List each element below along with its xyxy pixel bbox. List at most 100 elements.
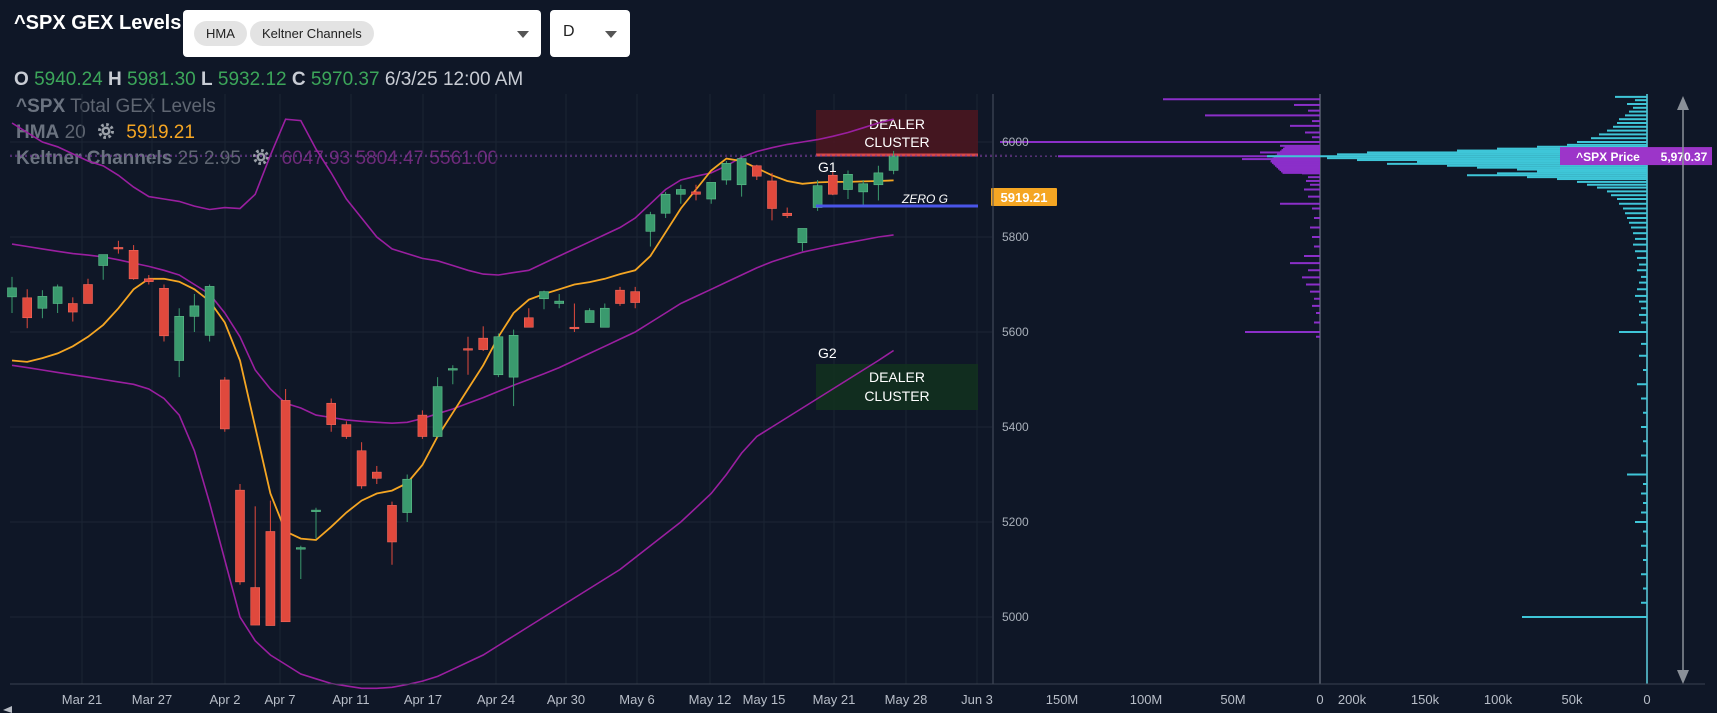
gex-bar xyxy=(1163,98,1320,101)
volume-bar xyxy=(1641,544,1647,547)
gex-x-tick-label: 150M xyxy=(1046,692,1079,707)
volume-bar xyxy=(1337,153,1647,156)
candle xyxy=(144,275,154,285)
candle xyxy=(827,171,838,196)
candle xyxy=(645,211,656,247)
candle xyxy=(843,170,853,199)
candle xyxy=(751,164,762,180)
gex-bar xyxy=(1312,236,1320,238)
volume-bar xyxy=(1641,321,1647,324)
study-chip-hma[interactable]: HMA xyxy=(194,21,247,46)
candlesticks xyxy=(7,150,899,626)
volume-bar xyxy=(1537,145,1647,148)
volume-bar xyxy=(1643,369,1647,371)
hma-value-tag xyxy=(991,188,1057,206)
gex-bar xyxy=(1310,226,1320,229)
volume-bar xyxy=(1641,307,1647,310)
candle-body xyxy=(827,174,838,195)
gex-bar xyxy=(1280,144,1320,147)
legend-hma-param: 20 xyxy=(64,122,86,143)
volume-bar xyxy=(1641,492,1647,495)
gex-bar xyxy=(1308,109,1320,112)
gex-bar xyxy=(1304,188,1320,191)
candle-body xyxy=(37,296,48,309)
gex-bar xyxy=(1272,157,1320,160)
volume-bar xyxy=(1577,141,1647,143)
gex-bar xyxy=(1294,103,1320,106)
gex-bar xyxy=(1283,147,1320,150)
candle xyxy=(736,157,747,197)
candle xyxy=(250,506,260,626)
candle xyxy=(280,389,291,623)
x-tick-label: Apr 24 xyxy=(477,692,515,707)
candle xyxy=(508,329,519,407)
high-label: H xyxy=(108,69,122,90)
volume-bar xyxy=(1643,440,1647,443)
gex-bar xyxy=(1290,124,1320,127)
x-tick-label: Apr 7 xyxy=(264,692,295,707)
candle xyxy=(599,303,610,328)
x-tick-label: Mar 21 xyxy=(62,692,102,707)
period-select[interactable]: D xyxy=(550,10,630,57)
gex-bar xyxy=(1058,155,1320,158)
study-multiselect[interactable]: HMA Keltner Channels xyxy=(183,10,541,57)
study-chip-keltner[interactable]: Keltner Channels xyxy=(250,21,374,46)
period-value: D xyxy=(563,23,575,40)
volume-bar xyxy=(1641,511,1647,514)
volume-bar xyxy=(1623,207,1647,210)
gex-bar xyxy=(1275,164,1320,167)
gex-bar xyxy=(1280,150,1320,153)
volume-bar xyxy=(1557,178,1647,181)
gex-bar xyxy=(1310,290,1320,293)
candle-body xyxy=(371,471,382,479)
volume-bar xyxy=(1327,157,1647,160)
candle xyxy=(113,240,124,254)
candle-body xyxy=(858,183,869,193)
candle xyxy=(204,284,215,342)
dealer-cluster-top-label-1: DEALER xyxy=(869,116,925,132)
gex-bar xyxy=(1312,136,1320,139)
candle xyxy=(402,474,413,522)
y-tick-label: 5600 xyxy=(1002,325,1029,339)
gex-x-tick-label: 0 xyxy=(1316,692,1323,707)
arrow-down-icon xyxy=(1677,670,1689,684)
volume-bar xyxy=(1635,521,1647,523)
volume-bar xyxy=(1643,411,1647,414)
candle-body xyxy=(128,250,139,280)
volume-x-tick-label: 200k xyxy=(1338,692,1367,707)
volume-bar xyxy=(1567,143,1647,146)
volume-bar xyxy=(1417,160,1647,163)
gear-icon[interactable] xyxy=(97,122,115,140)
candle-body xyxy=(220,379,230,430)
gex-bar xyxy=(1278,151,1320,154)
volume-bar xyxy=(1619,331,1647,333)
volume-bar xyxy=(1367,151,1647,154)
volume-bar xyxy=(1617,122,1647,124)
candle xyxy=(782,207,793,218)
low-label: L xyxy=(201,69,213,90)
candle xyxy=(523,308,534,328)
legend-gex: ^SPX Total GEX Levels xyxy=(16,96,216,118)
candle-body xyxy=(326,402,337,425)
volume-bar xyxy=(1633,106,1647,109)
candle xyxy=(569,303,580,332)
volume-bar xyxy=(1625,212,1647,215)
chevron-down-icon[interactable] xyxy=(517,31,529,38)
grid-lines xyxy=(10,94,992,684)
dealer-cluster-bottom-label-1: DEALER xyxy=(869,369,925,385)
volume-x-tick-label: 150k xyxy=(1411,692,1440,707)
x-tick-label: Jun 3 xyxy=(961,692,993,707)
chevron-down-icon[interactable] xyxy=(605,31,617,38)
volume-bar xyxy=(1627,103,1647,105)
volume-bar xyxy=(1641,573,1647,576)
volume-bar xyxy=(1607,129,1647,132)
y-tick-label: 6000 xyxy=(1002,135,1029,149)
candle-body xyxy=(721,163,732,181)
gex-bar xyxy=(1271,159,1320,162)
candle-body xyxy=(645,214,656,232)
candle-body xyxy=(174,316,184,361)
volume-bar xyxy=(1639,300,1647,303)
candle xyxy=(797,228,808,252)
candle xyxy=(356,442,367,489)
